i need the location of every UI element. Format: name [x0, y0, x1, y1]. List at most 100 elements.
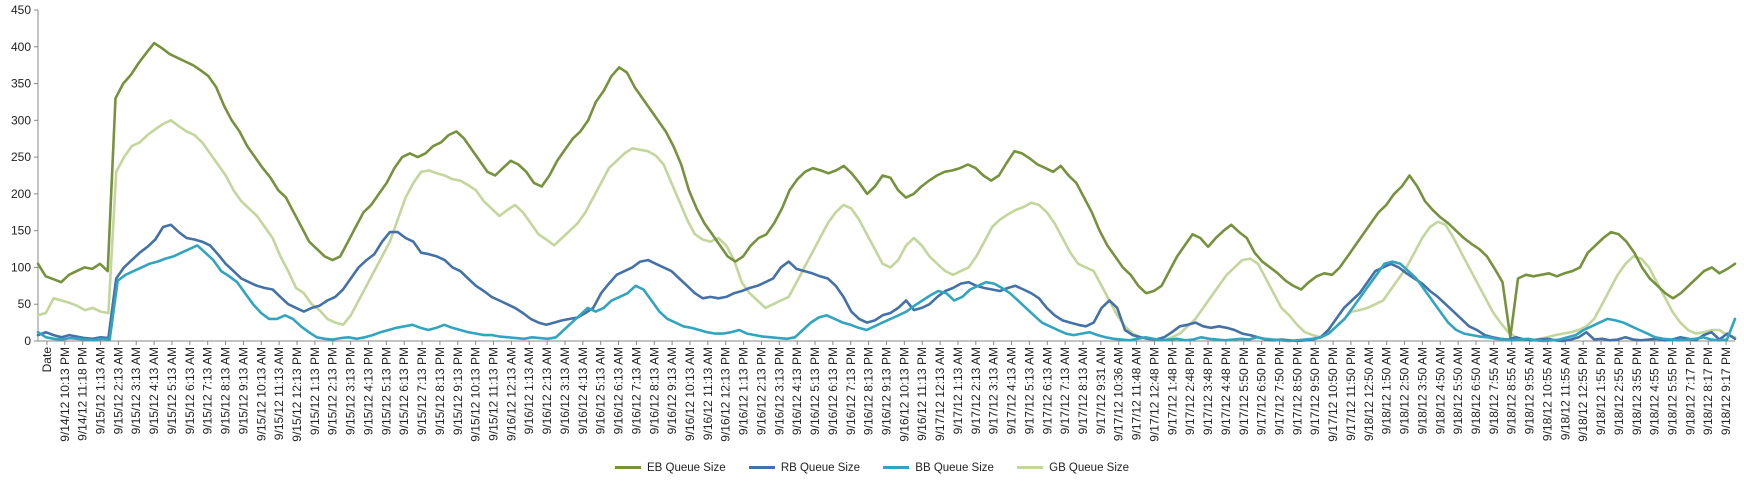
x-tick-label: 9/16/12 6:13 PM	[826, 347, 840, 435]
x-tick-label: 9/18/12 11:55 AM	[1558, 347, 1572, 440]
x-tick-label: 9/15/12 5:13 AM	[165, 347, 179, 434]
x-tick-label: 9/15/12 10:13 AM	[254, 347, 268, 441]
x-tick-label: 9/15/12 8:13 PM	[433, 347, 447, 435]
x-tick-label: 9/15/12 2:13 PM	[326, 347, 340, 435]
x-tick-label: 9/15/12 8:13 AM	[219, 347, 233, 434]
x-tick-label: 9/18/12 12:50 AM	[1362, 347, 1376, 441]
x-tick-label: 9/16/12 4:13 PM	[790, 347, 804, 435]
series-layer	[36, 41, 1737, 343]
x-tick-label: 9/15/12 3:13 PM	[344, 347, 358, 435]
y-axis: 0 50 100 150 200 250 300 350 400 450	[11, 3, 39, 348]
y-tick-label: 50	[18, 297, 32, 311]
x-tick-label: 9/16/12 2:13 AM	[540, 347, 554, 434]
x-tick-label: 9/18/12 2:55 PM	[1612, 347, 1626, 435]
x-tick-label: 9/17/12 2:48 PM	[1183, 347, 1197, 435]
legend-swatch-bb	[883, 466, 910, 470]
x-tick-label: 9/15/12 12:13 PM	[290, 347, 304, 442]
x-tick-label: 9/18/12 8:17 PM	[1701, 347, 1715, 435]
x-tick-label: 9/18/12 9:55 AM	[1523, 347, 1537, 434]
x-tick-label: 9/17/12 10:36 AM	[1112, 347, 1126, 441]
x-tick-label: 9/16/12 3:13 AM	[558, 347, 572, 434]
x-tick-label: 9/17/12 8:50 PM	[1290, 347, 1304, 435]
legend-label-eb: EB Queue Size	[646, 462, 726, 474]
x-tick-label: 9/14/12 10:13 PM	[58, 347, 72, 442]
x-tick-label: 9/17/12 9:31 AM	[1094, 347, 1108, 434]
x-tick-label: 9/18/12 7:55 AM	[1487, 347, 1501, 434]
x-tick-label: 9/18/12 6:50 AM	[1469, 347, 1483, 434]
x-tick-label: 9/15/12 7:13 PM	[415, 347, 429, 435]
x-tick-label: 9/18/12 1:50 AM	[1380, 347, 1394, 434]
x-tick-label: 9/15/12 2:13 AM	[111, 347, 125, 434]
legend-item-bb: BB Queue Size	[883, 462, 994, 474]
x-tick-label: 9/18/12 12:55 PM	[1576, 347, 1590, 442]
series-line-rb	[36, 223, 1737, 343]
y-tick-label: 450	[11, 3, 31, 17]
y-tick-label: 300	[11, 113, 31, 127]
x-tick-label: 9/17/12 4:13 AM	[1005, 347, 1019, 434]
x-tick-label: 9/16/12 1:13 PM	[737, 347, 751, 435]
x-tick-label: 9/16/12 12:13 PM	[719, 347, 733, 442]
x-tick-label: 9/17/12 7:50 PM	[1272, 347, 1286, 435]
y-tick-label: 400	[11, 40, 31, 54]
x-tick-label: 9/17/12 1:13 AM	[951, 347, 965, 434]
x-tick-label: 9/16/12 1:13 AM	[522, 347, 536, 434]
x-tick-label: 9/17/12 5:13 AM	[1022, 347, 1036, 434]
legend-swatch-gb	[1017, 466, 1044, 470]
x-tick-label: 9/18/12 10:55 AM	[1540, 347, 1554, 441]
x-tick-label: 9/17/12 9:50 PM	[1308, 347, 1322, 435]
x-tick-label: 9/15/12 4:13 PM	[361, 347, 375, 435]
x-tick-label: Date	[40, 347, 54, 373]
x-tick-label: 9/16/12 9:13 AM	[665, 347, 679, 434]
x-tick-label: 9/17/12 6:50 PM	[1255, 347, 1269, 435]
y-tick-label: 250	[11, 150, 31, 164]
x-tick-label: 9/16/12 7:13 PM	[844, 347, 858, 435]
x-tick-label: 9/17/12 12:48 PM	[1147, 347, 1161, 442]
x-tick-label: 9/15/12 1:13 AM	[94, 347, 108, 434]
x-tick-label: 9/15/12 1:13 PM	[308, 347, 322, 435]
x-tick-label: 9/17/12 8:13 AM	[1076, 347, 1090, 434]
x-tick-label: 9/17/12 7:13 AM	[1058, 347, 1072, 434]
x-tick-label: 9/18/12 3:50 AM	[1415, 347, 1429, 434]
x-tick-label: 9/15/12 11:13 AM	[272, 347, 286, 440]
x-tick-label: 9/17/12 4:48 PM	[1219, 347, 1233, 435]
legend-swatch-eb	[614, 466, 641, 470]
x-tick-label: 9/16/12 3:13 PM	[772, 347, 786, 435]
x-tick-label: 9/15/12 11:13 PM	[487, 347, 501, 441]
legend-swatch-rb	[748, 466, 775, 470]
x-tick-label: 9/16/12 7:13 AM	[629, 347, 643, 434]
legend-label-rb: RB Queue Size	[780, 462, 861, 474]
x-tick-label: 9/15/12 3:13 AM	[129, 347, 143, 434]
x-tick-label: 9/18/12 5:50 AM	[1451, 347, 1465, 434]
x-tick-label: 9/16/12 11:13 AM	[701, 347, 715, 440]
x-tick-label: 9/18/12 8:55 AM	[1505, 347, 1519, 434]
x-tick-label: 9/17/12 2:13 AM	[969, 347, 983, 434]
x-tick-label: 9/16/12 11:13 PM	[915, 347, 929, 441]
x-tick-label: 9/16/12 10:13 AM	[683, 347, 697, 441]
x-tick-label: 9/16/12 5:13 AM	[594, 347, 608, 434]
legend-item-rb: RB Queue Size	[748, 462, 861, 474]
x-tick-label: 9/18/12 2:50 AM	[1398, 347, 1412, 434]
x-tick-label: 9/15/12 9:13 PM	[451, 347, 465, 435]
series-line-eb	[36, 41, 1737, 339]
x-tick-label: 9/15/12 4:13 AM	[147, 347, 161, 434]
y-tick-label: 200	[11, 187, 31, 201]
x-tick-label: 9/17/12 5:50 PM	[1237, 347, 1251, 435]
x-tick-label: 9/16/12 4:13 AM	[576, 347, 590, 434]
x-tick-label: 9/16/12 2:13 PM	[754, 347, 768, 435]
x-tick-label: 9/15/12 6:13 PM	[397, 347, 411, 435]
legend-label-bb: BB Queue Size	[915, 462, 994, 474]
x-tick-label: 9/17/12 1:48 PM	[1165, 347, 1179, 435]
legend: EB Queue Size RB Queue Size BB Queue Siz…	[0, 462, 1744, 474]
x-tick-label: 9/17/12 11:48 AM	[1130, 347, 1144, 440]
x-tick-label: 9/18/12 4:55 PM	[1648, 347, 1662, 435]
x-tick-label: 9/15/12 5:13 PM	[379, 347, 393, 435]
y-tick-label: 350	[11, 77, 31, 91]
x-tick-label: 9/17/12 12:13 AM	[933, 347, 947, 441]
x-tick-label: 9/15/12 9:13 AM	[236, 347, 250, 434]
x-tick-label: 9/18/12 5:55 PM	[1665, 347, 1679, 435]
legend-label-gb: GB Queue Size	[1049, 462, 1130, 474]
x-tick-label: 9/18/12 7:17 PM	[1683, 347, 1697, 435]
x-tick-label: 9/16/12 8:13 AM	[647, 347, 661, 434]
x-tick-label: 9/16/12 12:13 AM	[504, 347, 518, 441]
x-tick-label: 9/18/12 9:17 PM	[1719, 347, 1733, 435]
